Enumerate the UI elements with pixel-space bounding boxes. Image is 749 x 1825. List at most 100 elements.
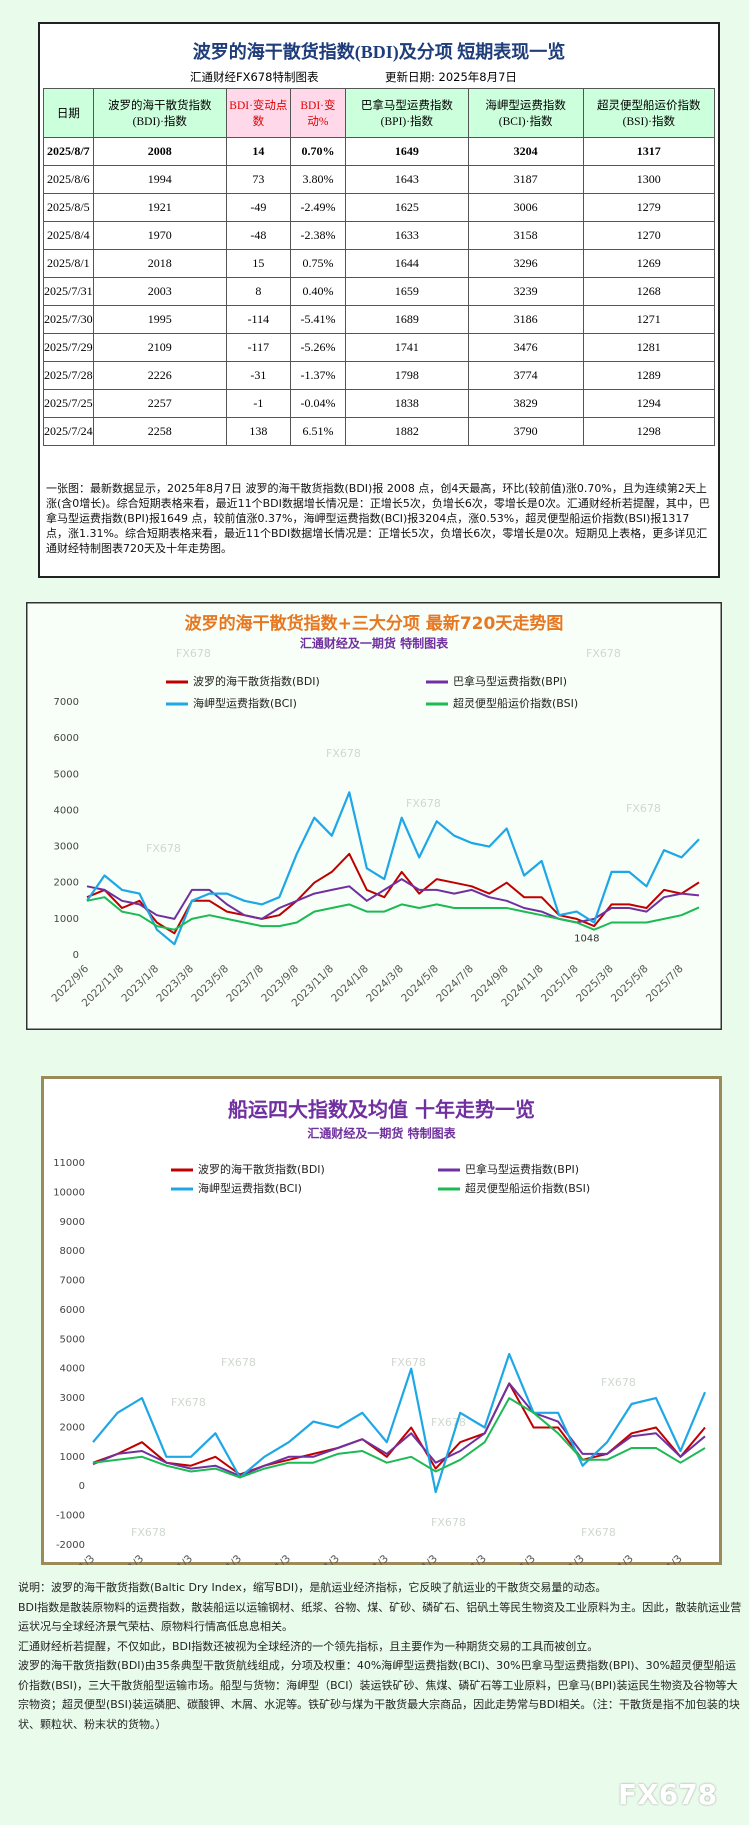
annotation: 1048 [574,934,599,945]
table-cell: 1317 [582,137,716,166]
header-cell: BDI·变动点数 [225,88,291,138]
legend-label: 海岬型运费指数(BCI) [193,696,297,710]
updated: 更新日期: 2025年8月7日 [385,70,517,84]
table-row: 2025/8/1 2018 15 0.75% 1644 3296 1269 [43,249,716,278]
watermark: FX678 [581,1526,616,1539]
chart-subtitle: 汇通财经及一期货 特制图表 [300,636,449,651]
y-tick-label: 5000 [60,1334,85,1345]
table-cell: 2018 [92,249,227,278]
y-tick-label: 11000 [53,1158,85,1169]
watermark: FX678 [601,1376,636,1389]
table-cell: 0.70% [289,137,347,166]
table-cell: 2025/8/7 [43,137,94,166]
header-cell: 日期 [43,88,94,138]
header-row: 日期 波罗的海干散货指数(BDI)·指数 BDI·变动点数 BDI·变动% 巴拿马型运费… [43,88,716,138]
watermark: FX678 [171,1396,206,1409]
table-cell: 1882 [345,417,469,446]
table-cell: -2.49% [289,193,347,222]
table-cell: 1281 [582,333,716,362]
y-tick-label: 10000 [53,1187,85,1198]
header-cell: 超灵便型船运价指数(BSI)·指数 [582,88,716,138]
watermark: FX678 [618,1778,718,1811]
table-cell: 73 [225,165,291,194]
table-cell: 2025/7/24 [43,417,94,446]
table-cell: 3476 [467,333,584,362]
series-line [92,1382,706,1477]
table-cell: 2258 [92,417,227,446]
table-cell: 2025/7/25 [43,389,94,418]
watermark: FX678 [326,747,361,760]
table-cell: 1270 [582,221,716,250]
legend-label: 超灵便型船运价指数(BSI) [465,1181,590,1195]
table-cell: 138 [225,417,291,446]
table-cell: 2025/8/4 [43,221,94,250]
table-cell: 2008 [92,137,227,166]
table-row: 2025/8/6 1994 73 3.80% 1643 3187 1300 [43,165,716,194]
note: BDI指数是散装原物料的运费指数，散装船运以运输钢材、纸浆、谷物、煤、矿砂、磷矿… [18,1600,742,1634]
chart-title: 船运四大指数及均值 十年走势一览 [228,1098,535,1122]
table-row: 2025/7/29 2109 -117 -5.26% 1741 3476 1281 [43,333,716,362]
table-cell: 1649 [345,137,469,166]
table-cell: 3774 [467,361,584,390]
watermark: FX678 [131,1526,166,1539]
table-cell: 1659 [345,277,469,306]
legend-label: 超灵便型船运价指数(BSI) [453,696,578,710]
table-cell: 3204 [467,137,584,166]
table-cell: 3829 [467,389,584,418]
legend-label: 波罗的海干散货指数(BDI) [198,1162,325,1176]
note: 说明：波罗的海干散货指数(Baltic Dry Index，缩写BDI)，是航运… [18,1581,607,1594]
table-cell: 0.75% [289,249,347,278]
table-row: 2025/7/30 1995 -114 -5.41% 1689 3186 1271 [43,305,716,334]
note: 汇通财经析若提醒，不仅如此，BDI指数还被视为全球经济的一个领先指标，且主要作为… [18,1639,599,1653]
table-cell: 1741 [345,333,469,362]
table-cell: -114 [225,305,291,334]
table-cell: 1921 [92,193,227,222]
table-cell: 3296 [467,249,584,278]
table-cell: 1300 [582,165,716,194]
y-tick-label: 6000 [60,1305,85,1316]
table-row: 2025/7/31 2003 8 0.40% 1659 3239 1268 [43,277,716,306]
table-panel: 波罗的海干散货指数(BDI)及分项 短期表现一览 汇通财经FX678特制图表 更… [38,22,720,578]
data-table: 日期 波罗的海干散货指数(BDI)·指数 BDI·变动点数 BDI·变动% 巴拿马型运费… [43,88,716,446]
legend-label: 巴拿马型运费指数(BPI) [453,674,567,688]
table-cell: 1689 [345,305,469,334]
table-cell: 3186 [467,305,584,334]
chart-title: 波罗的海干散货指数+三大分项 最新720天走势图 [185,613,564,634]
notes: 说明：波罗的海干散货指数(Baltic Dry Index，缩写BDI)，是航运… [18,1578,743,1734]
table-cell: 3006 [467,193,584,222]
table-cell: 1995 [92,305,227,334]
table-cell: -117 [225,333,291,362]
table-cell: 2025/8/6 [43,165,94,194]
y-tick-label: 1000 [60,1452,85,1463]
y-tick-label: 2000 [54,878,79,889]
table-cell: 1643 [345,165,469,194]
legend-label: 巴拿马型运费指数(BPI) [465,1162,579,1176]
table-cell: 2025/7/28 [43,361,94,390]
watermark: FX678 [221,1356,256,1369]
table-cell: -49 [225,193,291,222]
series-line [92,1352,707,1494]
watermark: FX678 [391,1356,426,1369]
table-cell: 1298 [582,417,716,446]
table-cell: 8 [225,277,291,306]
table-cell: 2003 [92,277,227,306]
table-cell: -5.41% [289,305,347,334]
table-row: 2025/7/24 2258 138 6.51% 1882 3790 1298 [43,417,716,446]
y-tick-label: -1000 [56,1511,85,1522]
watermark: FX678 [146,842,181,855]
table-cell: 1271 [582,305,716,334]
header-cell: 海岬型运费指数(BCI)·指数 [467,88,584,138]
series-line [86,791,700,946]
table-cell: -1.37% [289,361,347,390]
watermark: FX678 [626,802,661,815]
table-cell: 1625 [345,193,469,222]
header-cell: 巴拿马型运费指数(BPI)·指数 [345,88,469,138]
table-cell: 2025/8/5 [43,193,94,222]
table-cell: 2109 [92,333,227,362]
table-cell: -31 [225,361,291,390]
y-tick-label: 3000 [60,1393,85,1404]
y-tick-label: 1000 [54,914,79,925]
y-tick-label: 0 [73,950,79,961]
